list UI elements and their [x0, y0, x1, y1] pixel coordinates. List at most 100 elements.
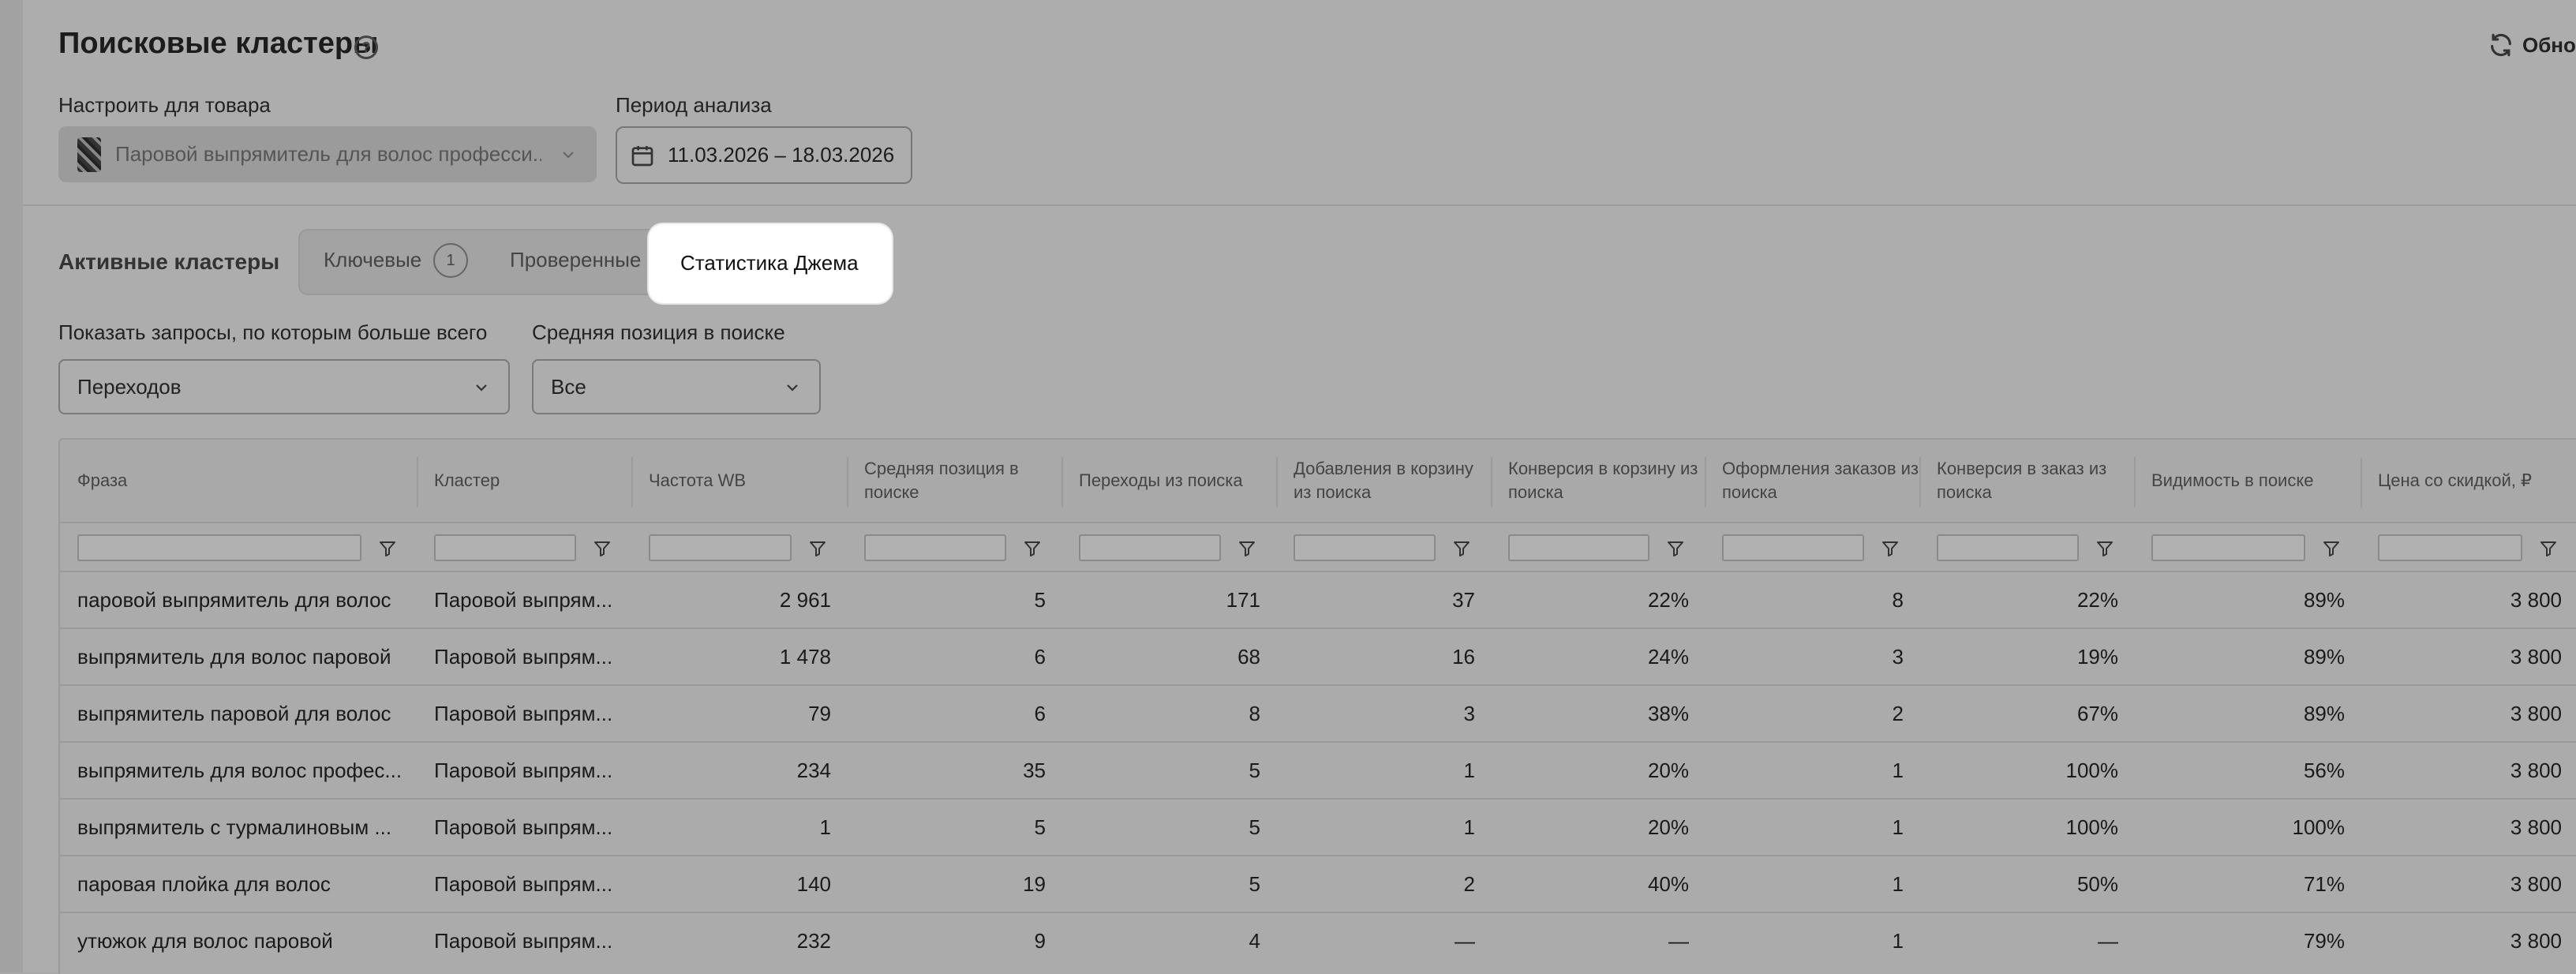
phrase-cell: выпрямитель с турмалиновым ...: [77, 815, 392, 839]
table-row[interactable]: паровой выпрямитель для волос Паровой вып…: [60, 571, 2576, 627]
table-row[interactable]: паровая плойка для волос Паровой выпрям..…: [60, 855, 2576, 912]
column-filter-input[interactable]: [1722, 534, 1864, 561]
metric-cell: —: [1455, 929, 1475, 953]
filter-icon[interactable]: [1238, 541, 1256, 556]
metric-cell: 35: [1023, 759, 1046, 782]
table-row[interactable]: выпрямитель для волос паровой Паровой вып…: [60, 627, 2576, 684]
table-row[interactable]: утюжок для волос паровой Паровой выпрям..…: [60, 912, 2576, 968]
metric-cell: 3 800: [2510, 702, 2562, 725]
tab-jam-statistics-label: Статистика Джема: [680, 251, 859, 275]
metric-cell: 1 478: [779, 645, 831, 669]
metric-cell: 5: [1249, 872, 1260, 896]
column-filter-input[interactable]: [2378, 534, 2522, 561]
filter-icon[interactable]: [1024, 541, 1041, 556]
metric-cell: 20%: [1647, 815, 1689, 839]
metric-cell: 24%: [1647, 645, 1689, 669]
column-header-10[interactable]: Цена со скидкой, ₽: [2378, 470, 2532, 490]
cluster-cell: Паровой выпрям...: [434, 702, 613, 725]
table-row[interactable]: выпрямитель для волос профес... Паровой в…: [60, 741, 2576, 798]
metric-cell: 37: [1452, 588, 1475, 612]
column-separator[interactable]: [1919, 457, 1921, 508]
filter-icon[interactable]: [2323, 541, 2340, 556]
avg-position-select[interactable]: Все: [532, 359, 821, 414]
filter-icon[interactable]: [2096, 541, 2114, 556]
column-separator[interactable]: [417, 457, 418, 508]
column-filter-input[interactable]: [2151, 534, 2305, 561]
column-filter-input[interactable]: [1079, 534, 1221, 561]
metric-cell: 5: [1034, 588, 1046, 612]
column-separator[interactable]: [631, 457, 633, 508]
cluster-cell: Паровой выпрям...: [434, 872, 613, 896]
cluster-cell: Паровой выпрям...: [434, 759, 613, 782]
metric-cell: 3 800: [2510, 759, 2562, 782]
filter-icon[interactable]: [593, 541, 611, 556]
phrase-cell: выпрямитель для волос паровой: [77, 645, 391, 669]
filter-icon[interactable]: [1453, 541, 1470, 556]
column-separator[interactable]: [2361, 457, 2362, 508]
product-select[interactable]: Паровой выпрямитель для волос професси..…: [58, 126, 597, 182]
show-queries-select[interactable]: Переходов: [58, 359, 510, 414]
tab-jam-statistics[interactable]: Статистика Джема: [653, 229, 887, 298]
column-header-3[interactable]: Средняя позиция в поиске: [864, 459, 1019, 502]
tab-key[interactable]: Ключевые: [324, 248, 422, 272]
column-header-0[interactable]: Фраза: [77, 470, 128, 490]
metric-cell: 3: [1892, 645, 1904, 669]
column-filter-input[interactable]: [649, 534, 792, 561]
column-header-6[interactable]: Конверсия в корзину из поиска: [1508, 459, 1698, 502]
metric-cell: 1: [1892, 872, 1904, 896]
refresh-icon: [2491, 33, 2511, 57]
filter-icon[interactable]: [379, 541, 396, 556]
column-header-7[interactable]: Оформления заказов из поиска: [1722, 459, 1919, 502]
metric-cell: 79%: [2303, 929, 2345, 953]
column-separator[interactable]: [1705, 457, 1706, 508]
metric-cell: 3 800: [2510, 815, 2562, 839]
help-icon[interactable]: ?: [354, 36, 378, 59]
metric-cell: 232: [796, 929, 831, 953]
column-separator[interactable]: [1061, 457, 1063, 508]
column-header-1[interactable]: Кластер: [434, 470, 500, 490]
filter-icon[interactable]: [809, 541, 826, 556]
column-header-4[interactable]: Переходы из поиска: [1079, 470, 1243, 490]
column-separator[interactable]: [847, 457, 848, 508]
filter-icon[interactable]: [1667, 541, 1684, 556]
avg-position-value: Все: [551, 374, 586, 399]
metric-cell: 16: [1452, 645, 1475, 669]
phrase-cell: паровой выпрямитель для волос: [77, 588, 391, 612]
period-date-picker[interactable]: 11.03.2026 – 18.03.2026: [616, 126, 912, 184]
metric-cell: 2: [1463, 872, 1475, 896]
column-filter-input[interactable]: [77, 534, 361, 561]
metric-cell: —: [2098, 929, 2118, 953]
column-header-5[interactable]: Добавления в корзину из поиска: [1294, 459, 1473, 502]
column-filter-input[interactable]: [1294, 534, 1436, 561]
table-row[interactable]: выпрямитель с турмалиновым ... Паровой вы…: [60, 798, 2576, 855]
column-separator[interactable]: [1491, 457, 1492, 508]
section-divider: [23, 204, 2576, 206]
metric-cell: 6: [1034, 645, 1046, 669]
metric-cell: 5: [1249, 759, 1260, 782]
column-filter-input[interactable]: [1508, 534, 1649, 561]
refresh-label: Обнов: [2522, 32, 2576, 57]
column-separator[interactable]: [2134, 457, 2136, 508]
tab-verified[interactable]: Проверенные: [510, 248, 642, 272]
metric-cell: 140: [796, 872, 831, 896]
column-header-8[interactable]: Конверсия в заказ из поиска: [1937, 459, 2107, 502]
phrase-cell: выпрямитель для волос профес...: [77, 759, 402, 782]
column-header-2[interactable]: Частота WB: [649, 470, 747, 490]
table-row[interactable]: выпрямитель паровой для волос Паровой вып…: [60, 684, 2576, 741]
metric-cell: 100%: [2292, 815, 2346, 839]
column-filter-input[interactable]: [1937, 534, 2079, 561]
filter-icon[interactable]: [2540, 541, 2557, 556]
column-header-9[interactable]: Видимость в поиске: [2151, 470, 2314, 490]
metric-cell: 1: [1892, 815, 1904, 839]
filter-icon[interactable]: [1881, 541, 1899, 556]
refresh-button[interactable]: Обнов: [2488, 32, 2576, 58]
metric-cell: 100%: [2065, 815, 2119, 839]
left-sidebar-edge: [0, 0, 23, 972]
metric-cell: 3: [1463, 702, 1475, 725]
column-separator[interactable]: [1276, 457, 1278, 508]
column-filter-input[interactable]: [864, 534, 1006, 561]
column-filter-input[interactable]: [434, 534, 576, 561]
metric-cell: 38%: [1647, 702, 1689, 725]
metric-cell: 1: [819, 815, 831, 839]
search-queries-table: Фраза Кластер Частота WB Средняя позиция в …: [58, 438, 2576, 974]
